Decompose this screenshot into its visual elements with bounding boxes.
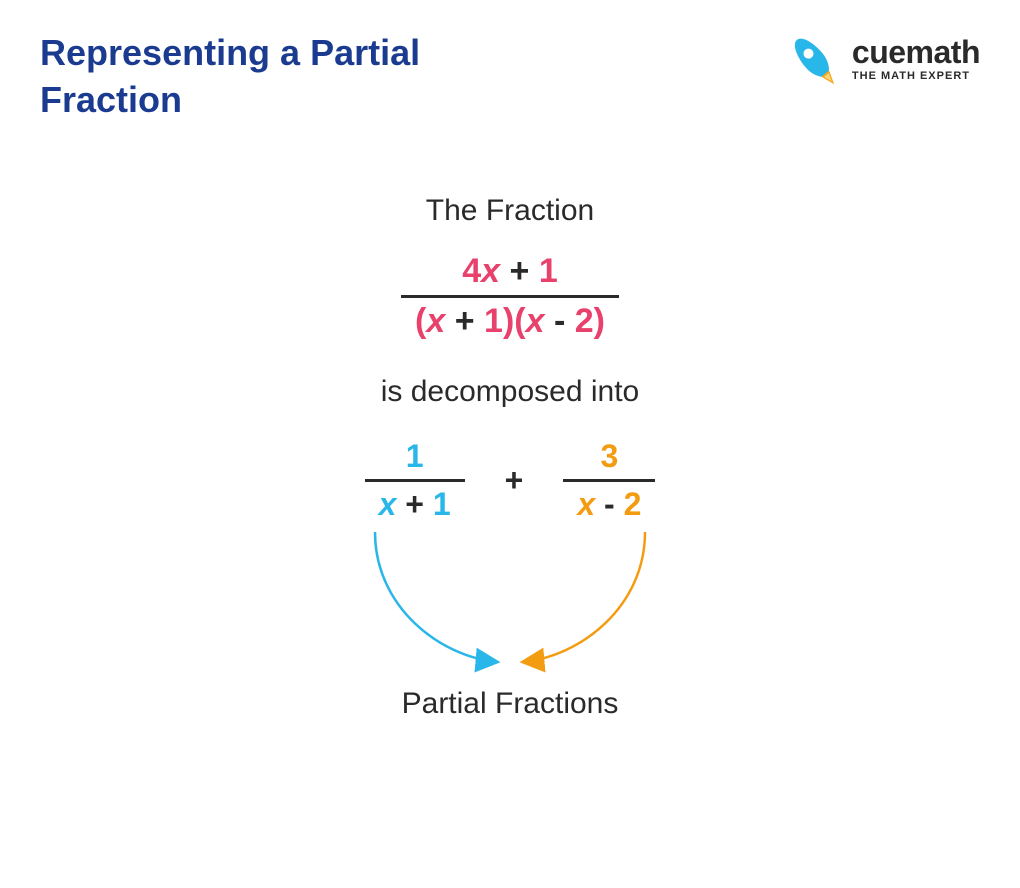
top-label: The Fraction [426, 194, 594, 228]
partial-left-num: 1 [392, 434, 438, 479]
brand-logo: cuemath THE MATH EXPERT [784, 30, 980, 88]
main-denominator: (x + 1)(x - 2) [401, 298, 619, 345]
brand-tagline: THE MATH EXPERT [852, 70, 980, 82]
main-numerator: 4x + 1 [448, 248, 572, 295]
partial-right-num: 3 [586, 434, 632, 479]
partial-right-den: x - 2 [563, 482, 655, 527]
arrow-right [522, 532, 645, 662]
plus-operator: + [505, 462, 524, 499]
main-fraction: 4x + 1 (x + 1)(x - 2) [401, 248, 619, 345]
partial-fraction-right: 3 x - 2 [563, 434, 655, 527]
partial-fractions-row: 1 x + 1 + 3 x - 2 [365, 434, 656, 527]
rocket-icon [784, 30, 842, 88]
diagram-content: The Fraction 4x + 1 (x + 1)(x - 2) is de… [0, 194, 1020, 721]
arrow-left [375, 532, 498, 662]
converging-arrows [280, 527, 740, 677]
mid-label: is decomposed into [381, 375, 640, 409]
page-title: Representing a Partial Fraction [40, 30, 540, 124]
partial-left-den: x + 1 [365, 482, 465, 527]
brand-name: cuemath [852, 36, 980, 68]
arrows-container [280, 527, 740, 677]
partial-fraction-left: 1 x + 1 [365, 434, 465, 527]
bottom-label: Partial Fractions [402, 687, 619, 721]
